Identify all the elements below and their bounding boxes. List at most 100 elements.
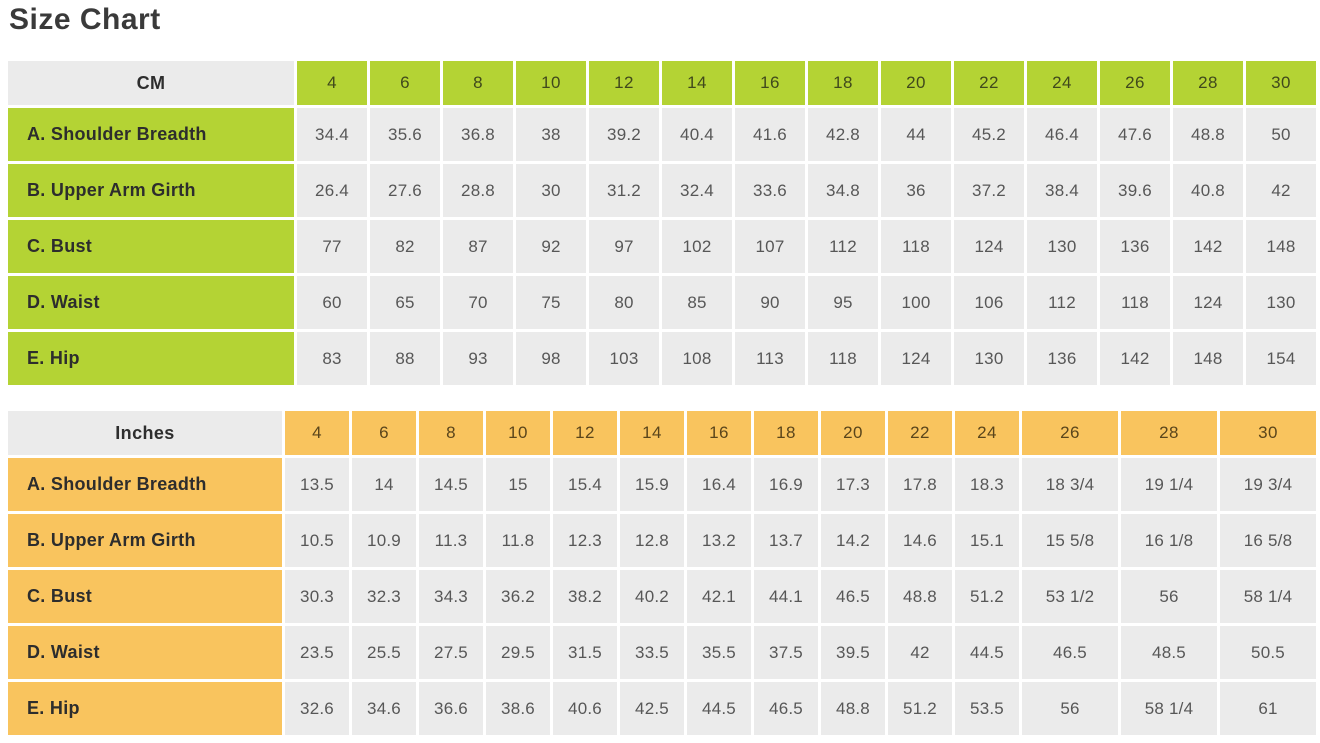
value-cell: 10.9 (352, 514, 416, 567)
row-label-cell: A. Shoulder Breadth (8, 458, 282, 511)
size-header-cell: 30 (1220, 411, 1316, 455)
value-cell: 11.8 (486, 514, 550, 567)
value-cell: 107 (735, 220, 805, 273)
value-cell: 25.5 (352, 626, 416, 679)
value-cell: 16 5/8 (1220, 514, 1316, 567)
value-cell: 30 (516, 164, 586, 217)
value-cell: 88 (370, 332, 440, 385)
value-cell: 130 (1246, 276, 1316, 329)
size-header-cell: 22 (888, 411, 952, 455)
table-row: A. Shoulder Breadth 34.4 35.6 36.8 38 39.2 40.… (8, 108, 1316, 161)
value-cell: 33.6 (735, 164, 805, 217)
value-cell: 48.8 (1173, 108, 1243, 161)
value-cell: 100 (881, 276, 951, 329)
value-cell: 124 (954, 220, 1024, 273)
size-header-row: Inches 4 6 8 10 12 14 16 18 20 22 24 26 28 30 (8, 411, 1316, 455)
row-label-cell: D. Waist (8, 276, 294, 329)
value-cell: 39.5 (821, 626, 885, 679)
value-cell: 35.6 (370, 108, 440, 161)
value-cell: 44.1 (754, 570, 818, 623)
value-cell: 31.5 (553, 626, 617, 679)
value-cell: 118 (1100, 276, 1170, 329)
value-cell: 148 (1246, 220, 1316, 273)
value-cell: 15.1 (955, 514, 1019, 567)
value-cell: 15.9 (620, 458, 684, 511)
value-cell: 34.3 (419, 570, 483, 623)
value-cell: 44.5 (687, 682, 751, 735)
value-cell: 56 (1022, 682, 1118, 735)
value-cell: 58 1/4 (1220, 570, 1316, 623)
value-cell: 36.8 (443, 108, 513, 161)
value-cell: 48.5 (1121, 626, 1217, 679)
size-header-cell: 8 (419, 411, 483, 455)
value-cell: 95 (808, 276, 878, 329)
value-cell: 118 (808, 332, 878, 385)
value-cell: 37.2 (954, 164, 1024, 217)
row-label-cell: C. Bust (8, 220, 294, 273)
value-cell: 103 (589, 332, 659, 385)
value-cell: 19 1/4 (1121, 458, 1217, 511)
value-cell: 124 (881, 332, 951, 385)
value-cell: 42.1 (687, 570, 751, 623)
value-cell: 77 (297, 220, 367, 273)
value-cell: 34.4 (297, 108, 367, 161)
value-cell: 46.4 (1027, 108, 1097, 161)
value-cell: 12.8 (620, 514, 684, 567)
value-cell: 13.7 (754, 514, 818, 567)
value-cell: 18 3/4 (1022, 458, 1118, 511)
value-cell: 98 (516, 332, 586, 385)
size-header-cell: 10 (516, 61, 586, 105)
table-row: A. Shoulder Breadth 13.5 14 14.5 15 15.4 15.9 1… (8, 458, 1316, 511)
value-cell: 53 1/2 (1022, 570, 1118, 623)
value-cell: 154 (1246, 332, 1316, 385)
value-cell: 40.8 (1173, 164, 1243, 217)
value-cell: 34.6 (352, 682, 416, 735)
inches-size-table: Inches 4 6 8 10 12 14 16 18 20 22 24 26 28 30 A. Should… (5, 408, 1319, 738)
value-cell: 130 (1027, 220, 1097, 273)
value-cell: 42.5 (620, 682, 684, 735)
size-header-cell: 20 (821, 411, 885, 455)
value-cell: 112 (1027, 276, 1097, 329)
table-row: D. Waist 60 65 70 75 80 85 90 95 100 106 112 118 124 1… (8, 276, 1316, 329)
value-cell: 28.8 (443, 164, 513, 217)
value-cell: 31.2 (589, 164, 659, 217)
value-cell: 108 (662, 332, 732, 385)
value-cell: 65 (370, 276, 440, 329)
size-header-cell: 28 (1173, 61, 1243, 105)
size-header-cell: 16 (687, 411, 751, 455)
value-cell: 40.2 (620, 570, 684, 623)
row-label-cell: D. Waist (8, 626, 282, 679)
value-cell: 83 (297, 332, 367, 385)
value-cell: 13.5 (285, 458, 349, 511)
value-cell: 56 (1121, 570, 1217, 623)
value-cell: 58 1/4 (1121, 682, 1217, 735)
value-cell: 42 (1246, 164, 1316, 217)
value-cell: 48.8 (888, 570, 952, 623)
value-cell: 34.8 (808, 164, 878, 217)
value-cell: 48.8 (821, 682, 885, 735)
size-header-cell: 12 (589, 61, 659, 105)
value-cell: 33.5 (620, 626, 684, 679)
value-cell: 16.9 (754, 458, 818, 511)
value-cell: 11.3 (419, 514, 483, 567)
value-cell: 61 (1220, 682, 1316, 735)
value-cell: 38.4 (1027, 164, 1097, 217)
size-header-cell: 24 (955, 411, 1019, 455)
row-label-cell: B. Upper Arm Girth (8, 514, 282, 567)
value-cell: 29.5 (486, 626, 550, 679)
value-cell: 16.4 (687, 458, 751, 511)
value-cell: 39.2 (589, 108, 659, 161)
value-cell: 27.6 (370, 164, 440, 217)
value-cell: 42.8 (808, 108, 878, 161)
value-cell: 38.6 (486, 682, 550, 735)
size-header-cell: 14 (620, 411, 684, 455)
size-header-cell: 22 (954, 61, 1024, 105)
value-cell: 36 (881, 164, 951, 217)
value-cell: 13.2 (687, 514, 751, 567)
value-cell: 102 (662, 220, 732, 273)
value-cell: 32.3 (352, 570, 416, 623)
value-cell: 47.6 (1100, 108, 1170, 161)
value-cell: 45.2 (954, 108, 1024, 161)
value-cell: 36.6 (419, 682, 483, 735)
value-cell: 17.8 (888, 458, 952, 511)
